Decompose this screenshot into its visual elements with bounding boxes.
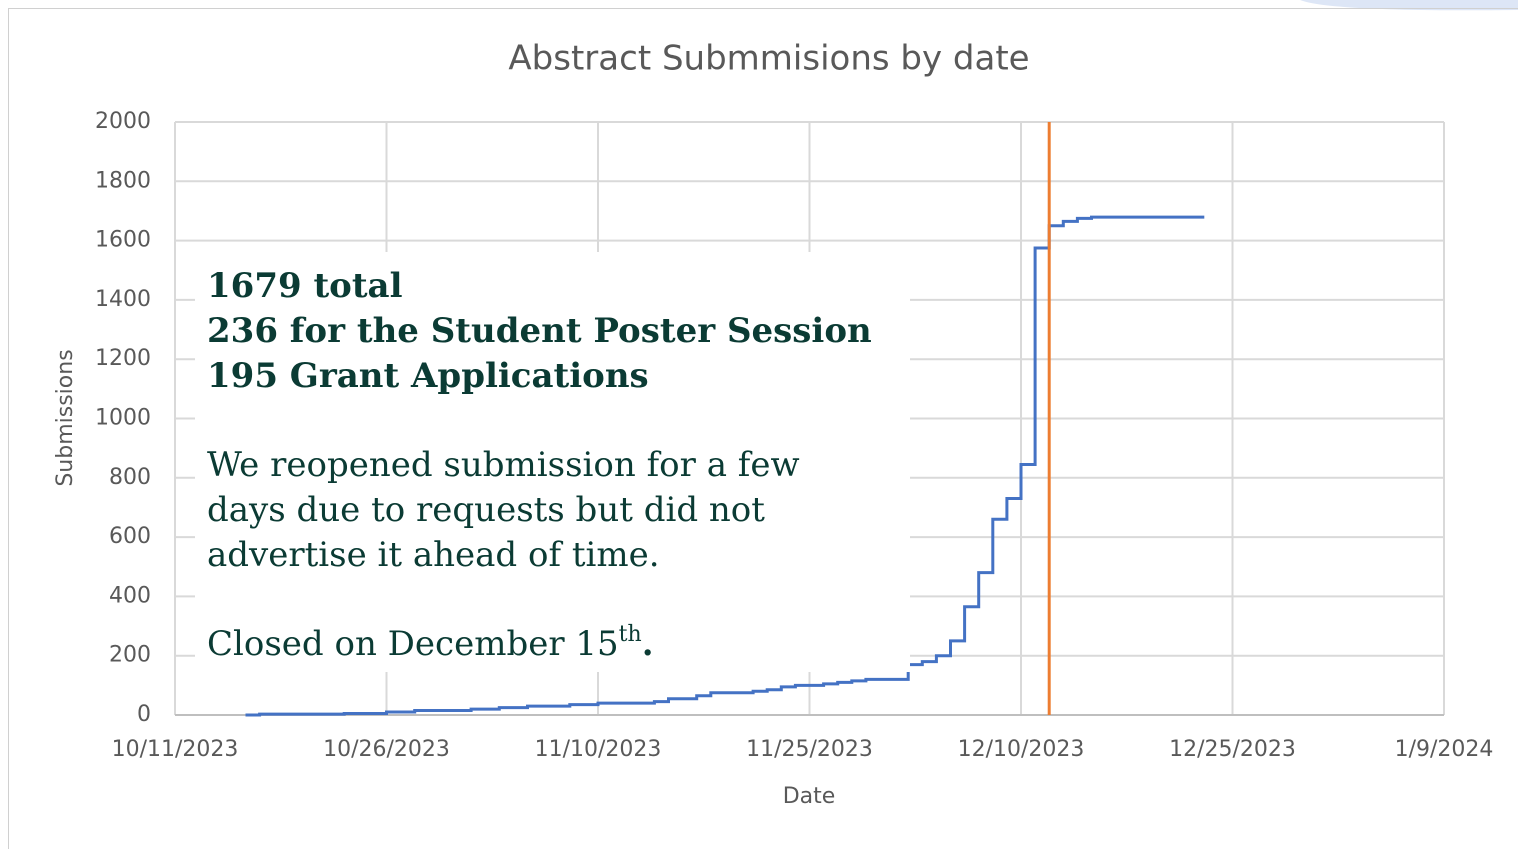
x-tick-label: 11/25/2023 xyxy=(746,737,873,762)
y-tick-label: 1600 xyxy=(95,228,151,253)
annotation-line: We reopened submission for a few xyxy=(207,445,800,485)
annotation-bold-line: 236 for the Student Poster Session xyxy=(207,311,872,351)
y-tick-label: 0 xyxy=(137,702,151,727)
annotation-closing: Closed on December 15th. xyxy=(207,622,654,664)
x-tick-label: 10/11/2023 xyxy=(112,737,239,762)
x-tick-label: 10/26/2023 xyxy=(323,737,450,762)
step-line xyxy=(245,215,1205,717)
y-tick-label: 400 xyxy=(109,583,151,608)
y-tick-label: 1800 xyxy=(95,168,151,193)
annotation-bold-line: 1679 total xyxy=(207,266,403,306)
x-tick-label: 1/9/2024 xyxy=(1395,737,1494,762)
y-tick-label: 600 xyxy=(109,524,151,549)
plot xyxy=(245,122,1205,717)
chart-frame xyxy=(8,8,1518,849)
y-tick-label: 200 xyxy=(109,643,151,668)
x-tick-label: 12/25/2023 xyxy=(1169,737,1296,762)
annotation-line: days due to requests but did not xyxy=(207,490,765,530)
x-tick-label: 11/10/2023 xyxy=(535,737,662,762)
y-axis-label: Submissions xyxy=(53,349,78,486)
chart-title: Abstract Submmisions by date xyxy=(508,39,1029,79)
y-tick-label: 1000 xyxy=(95,406,151,431)
x-axis-label: Date xyxy=(783,784,836,809)
closing-sup: th xyxy=(619,622,642,647)
closing-end: . xyxy=(642,624,654,664)
y-tick-label: 2000 xyxy=(95,109,151,134)
annotation-background xyxy=(195,252,910,672)
y-tick-label: 1400 xyxy=(95,287,151,312)
annotation-bold-line: 195 Grant Applications xyxy=(207,356,649,396)
y-tick-label: 1200 xyxy=(95,346,151,371)
annotation-box: 1679 total 236 for the Student Poster Ses… xyxy=(195,252,910,672)
closing-text: Closed on December 15 xyxy=(207,624,619,664)
annotation-line: advertise it ahead of time. xyxy=(207,535,660,575)
corner-decoration xyxy=(1300,0,1518,11)
y-tick-label: 800 xyxy=(109,465,151,490)
x-tick-label: 12/10/2023 xyxy=(958,737,1085,762)
